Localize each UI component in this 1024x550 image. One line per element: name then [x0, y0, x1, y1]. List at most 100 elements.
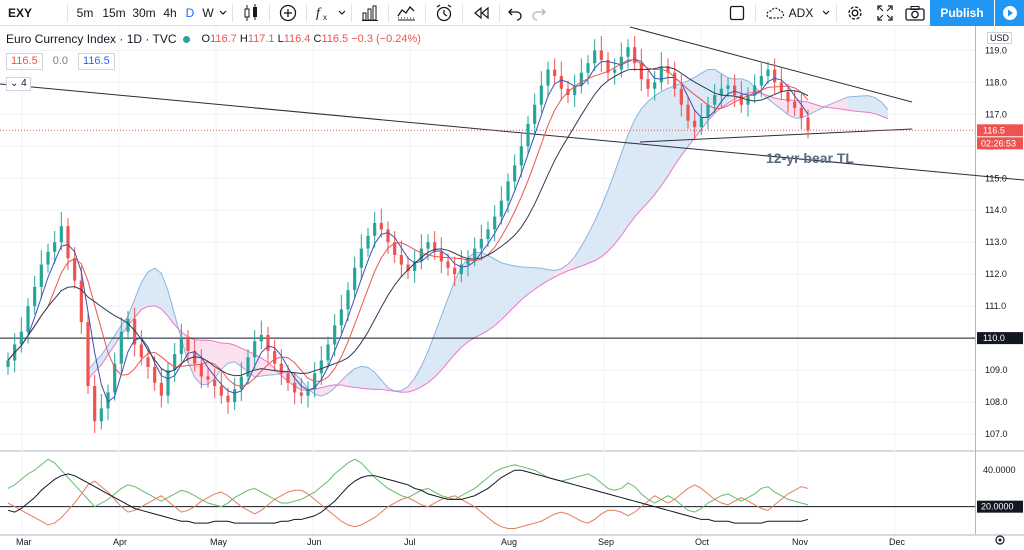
candle-body — [759, 75, 763, 86]
toolbar-divider — [836, 4, 837, 22]
candle-body — [339, 309, 343, 326]
candle-body — [79, 280, 83, 323]
alert-clock-icon[interactable] — [429, 0, 459, 26]
adx-hline-label: 20.0000 — [981, 502, 1014, 512]
interval-15m[interactable]: 15m — [102, 5, 126, 20]
candlestick-series — [6, 35, 810, 434]
toolbar-divider — [232, 3, 233, 22]
candle-body — [433, 242, 437, 252]
candle-body — [666, 66, 670, 73]
publish-play-icon[interactable] — [994, 0, 1024, 26]
cloud-segment — [101, 345, 108, 365]
cloud-segment — [594, 206, 602, 261]
cloud-segment — [861, 95, 868, 113]
sell-price-button[interactable]: 116.5 — [6, 53, 43, 70]
candle-body — [273, 350, 277, 364]
candle-body — [633, 47, 637, 64]
trend-lines[interactable]: 12-yr bear TL — [0, 26, 1024, 339]
candle-body — [173, 354, 177, 371]
interval-30m[interactable]: 30m — [132, 5, 156, 20]
indicators-chevron-icon[interactable] — [336, 0, 348, 26]
cloud-segment — [854, 96, 862, 112]
cloud-segment — [314, 387, 322, 397]
cloud-segment — [154, 268, 162, 309]
settings-gear-icon[interactable] — [840, 0, 870, 26]
candle-body — [33, 286, 37, 307]
compare-chevron-icon[interactable] — [819, 0, 833, 26]
publish-button[interactable]: Publish — [930, 0, 994, 26]
low-label: L — [277, 33, 284, 45]
candle-body — [539, 85, 543, 105]
candles-chart-type-icon[interactable] — [236, 0, 266, 26]
low-value: 116.4 — [283, 33, 311, 45]
ma-slow-line — [7, 66, 809, 377]
symbol-legend: Euro Currency Index · 1D · TVC O116.7 H1… — [6, 32, 421, 46]
indicator-tick-label: 40.0000 — [983, 465, 1016, 475]
buy-price-button[interactable]: 116.5 — [78, 53, 115, 70]
change-value: −0.3 (−0.24%) — [351, 33, 421, 45]
cloud-segment — [254, 354, 262, 377]
candle-body — [519, 146, 523, 166]
bar-replay-icon[interactable] — [466, 0, 496, 26]
interval-4h[interactable]: 4h — [163, 5, 177, 20]
cloud-segment — [728, 77, 735, 104]
candle-body — [133, 318, 137, 345]
templates-icon[interactable] — [392, 0, 422, 26]
undo-icon[interactable] — [503, 0, 527, 26]
candle-body — [599, 50, 603, 60]
candle-body — [279, 363, 283, 374]
candle-body — [693, 120, 697, 128]
cloud-segment — [488, 255, 495, 331]
candle-body — [486, 229, 490, 239]
compare-add-icon[interactable] — [273, 0, 303, 26]
interval-w[interactable]: W — [202, 5, 214, 20]
interval-5m[interactable]: 5m — [76, 5, 94, 20]
cloud-segment — [521, 266, 528, 300]
candle-body — [453, 267, 457, 275]
candle-body — [326, 344, 330, 361]
candle-body — [359, 248, 363, 268]
interval-d[interactable]: D — [185, 5, 195, 20]
layout-square-icon[interactable] — [722, 0, 752, 26]
candle-body — [493, 216, 497, 230]
high-value: 117.1 — [247, 33, 275, 45]
time-tick-label: Mar — [16, 537, 32, 547]
candle-body — [39, 264, 43, 287]
cloud-segment — [354, 366, 362, 389]
candle-body — [286, 373, 290, 383]
redo-icon[interactable] — [527, 0, 551, 26]
candle-body — [293, 382, 297, 393]
cloud-segment — [461, 257, 468, 348]
compare-symbol-button[interactable]: ADX — [759, 0, 819, 26]
legend-title[interactable]: Euro Currency Index · 1D · TVC — [6, 32, 177, 46]
moving-averages — [7, 58, 809, 403]
minus-di-line — [7, 480, 809, 530]
cloud-segment — [208, 340, 215, 385]
candle-body — [606, 59, 610, 73]
cloud-segment — [368, 367, 375, 390]
time-tick-label: Aug — [501, 537, 517, 547]
currency-label[interactable]: USD — [987, 32, 1013, 44]
cloud-segment — [341, 374, 348, 387]
candle-body — [506, 181, 510, 201]
symbol-search[interactable]: EXY — [8, 5, 33, 20]
price-chart[interactable]: 12-yr bear TL 119.0118.0117.0116.0115.01… — [0, 26, 1024, 550]
indicators-collapse-toggle[interactable]: ⌄ 4 — [6, 77, 31, 91]
cloud-segment — [114, 325, 122, 346]
snapshot-camera-icon[interactable] — [900, 0, 930, 26]
candle-body — [779, 82, 783, 92]
candle-body — [713, 95, 717, 105]
candle-body — [306, 389, 310, 396]
cloud-segment — [694, 73, 702, 139]
cloud-segment — [241, 348, 248, 372]
fullscreen-icon[interactable] — [870, 0, 900, 26]
candle-body — [719, 88, 723, 96]
financials-bar-icon[interactable] — [355, 0, 385, 26]
interval-dropdown-chevron-icon[interactable] — [217, 0, 229, 26]
candle-body — [793, 101, 797, 108]
cloud-segment — [141, 271, 148, 310]
candle-body — [353, 267, 357, 291]
price-tick-label: 117.0 — [985, 109, 1007, 119]
